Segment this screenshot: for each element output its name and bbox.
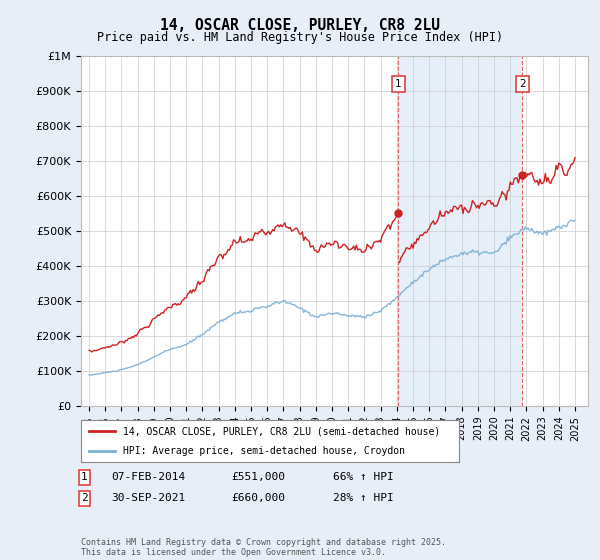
Text: £660,000: £660,000 <box>231 493 285 503</box>
Text: Contains HM Land Registry data © Crown copyright and database right 2025.
This d: Contains HM Land Registry data © Crown c… <box>81 538 446 557</box>
Text: 66% ↑ HPI: 66% ↑ HPI <box>333 472 394 482</box>
Bar <box>398 56 523 406</box>
Text: 2: 2 <box>519 79 526 89</box>
Text: HPI: Average price, semi-detached house, Croydon: HPI: Average price, semi-detached house,… <box>122 446 404 456</box>
Text: 30-SEP-2021: 30-SEP-2021 <box>111 493 185 503</box>
Text: 14, OSCAR CLOSE, PURLEY, CR8 2LU: 14, OSCAR CLOSE, PURLEY, CR8 2LU <box>160 18 440 33</box>
Text: £551,000: £551,000 <box>231 472 285 482</box>
Text: 14, OSCAR CLOSE, PURLEY, CR8 2LU (semi-detached house): 14, OSCAR CLOSE, PURLEY, CR8 2LU (semi-d… <box>122 426 440 436</box>
Text: 1: 1 <box>395 79 402 89</box>
Text: Price paid vs. HM Land Registry's House Price Index (HPI): Price paid vs. HM Land Registry's House … <box>97 31 503 44</box>
Text: 1: 1 <box>81 472 88 482</box>
Text: 07-FEB-2014: 07-FEB-2014 <box>111 472 185 482</box>
Text: 2: 2 <box>81 493 88 503</box>
Text: 28% ↑ HPI: 28% ↑ HPI <box>333 493 394 503</box>
